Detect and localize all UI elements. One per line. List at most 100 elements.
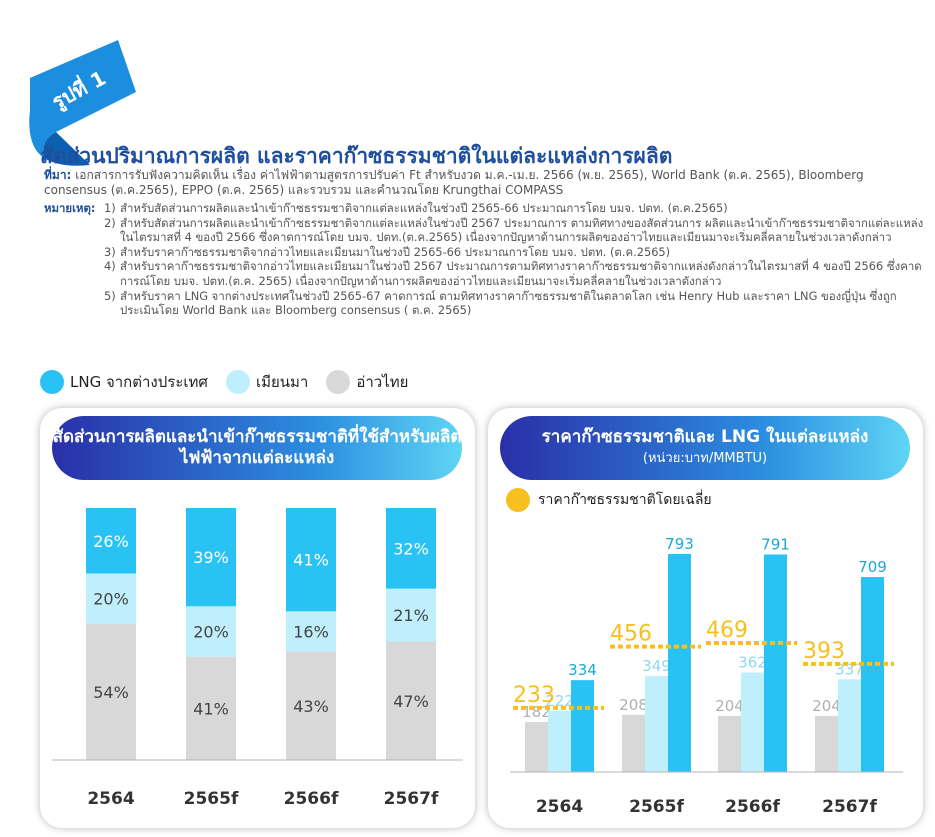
note-item: 1) สำหรับสัดส่วนการผลิตและนำเข้าก๊าซธรรมช… [104, 201, 924, 216]
note-item: 4) สำหรับราคาก๊าซธรรมชาติจากอ่าวไทยและเมี… [104, 259, 924, 288]
average-label: 393 [803, 639, 845, 664]
average-label: 233 [513, 683, 555, 708]
legend-swatch-myanmar [225, 370, 250, 394]
note-text: สำหรับราคาก๊าซธรรมชาติจากอ่าวไทยและเมียน… [120, 259, 922, 288]
bar-segment [286, 651, 336, 760]
note-text: สำหรับราคา LNG จากต่างประเทศในช่วงปี 256… [120, 288, 897, 318]
data-label: 39% [193, 548, 229, 567]
notes-list: 1) สำหรับสัดส่วนการผลิตและนำเข้าก๊าซธรรมช… [44, 201, 924, 318]
data-label: 337 [835, 660, 864, 678]
x-tick-label: 2567f [822, 797, 877, 817]
chart-legend: LNG จากต่างประเทศ เมียนมา อ่าวไทย [40, 370, 408, 394]
note-number: 5) [104, 288, 116, 303]
data-label: 21% [393, 606, 429, 625]
note-item: 2) สำหรับสัดส่วนการผลิตและนำเข้าก๊าซธรรมช… [104, 216, 924, 245]
bar-segment [386, 588, 436, 642]
source-label: ที่มา: [44, 168, 72, 182]
bar-segment [86, 508, 136, 574]
note-text: สำหรับราคาก๊าซธรรมชาติจากอ่าวไทยและเมียน… [120, 244, 671, 259]
note-item: 3) สำหรับราคาก๊าซธรรมชาติจากอ่าวไทยและเมี… [104, 245, 924, 260]
price-chart: 18222233423325642083497934562565f2043627… [510, 535, 903, 817]
legend-label-gulf: อ่าวไทย [356, 373, 409, 391]
bar [764, 554, 787, 772]
legend-swatch-lng [40, 370, 64, 394]
data-label: 222 [545, 692, 574, 710]
note-number: 4) [104, 259, 116, 274]
bar [815, 715, 838, 772]
x-tick-label: 2566f [284, 789, 339, 809]
data-label: 204 [812, 697, 841, 715]
data-label: 47% [393, 692, 429, 711]
data-label: 54% [93, 683, 129, 702]
data-label: 20% [193, 622, 229, 641]
bar [548, 710, 571, 772]
share-chart: 54% 20% 26% 2564 41% 20% 39% 2565f 43% 16% 41% 2566… [52, 508, 463, 809]
data-label: 16% [293, 622, 329, 641]
legend-item-gulf: อ่าวไทย [326, 370, 408, 394]
data-label: 32% [393, 539, 429, 558]
x-tick-label: 2565f [184, 789, 239, 809]
badge-ribbon-shape [29, 40, 136, 158]
note-text: สำหรับสัดส่วนการผลิตและนำเข้าก๊าซธรรมชาต… [120, 215, 924, 245]
average-legend-label: ราคาก๊าซธรรมชาติโดยเฉลี่ย [538, 492, 712, 508]
badge-ribbon-fold [43, 132, 90, 166]
bar-segment [86, 573, 136, 624]
note-number: 3) [104, 244, 116, 259]
price-chart-header: ราคาก๊าซธรรมชาติและ LNG ในแต่ละแหล่ง (หน… [500, 416, 910, 480]
bar [645, 676, 668, 772]
bar-segment [186, 508, 236, 607]
source-note: ที่มา: เอกสารการรับฟังความคิดเห็น เรื่อง… [44, 168, 924, 198]
data-label: 349 [642, 657, 671, 675]
share-chart-panel: สัดส่วนการผลิตและนำเข้าก๊าซธรรมชาติที่ใช… [40, 408, 475, 828]
note-number: 2) [104, 215, 116, 230]
price-chart-subtitle: (หน่วย:บาท/MMBTU) [642, 451, 768, 466]
bar [525, 721, 548, 772]
share-chart-title: สัดส่วนการผลิตและนำเข้าก๊าซธรรมชาติที่ใช… [52, 416, 462, 480]
legend-label-myanmar: เมียนมา [255, 373, 309, 391]
bar [838, 679, 861, 772]
bar-segment [386, 508, 436, 589]
x-tick-label: 2567f [384, 789, 439, 809]
page-title: สัดส่วนปริมาณการผลิต และราคาก๊าซธรรมชาติ… [40, 144, 673, 168]
data-label: 20% [93, 590, 129, 609]
data-label: 334 [568, 661, 597, 679]
data-label: 362 [738, 653, 767, 671]
price-chart-panel: ราคาก๊าซธรรมชาติและ LNG ในแต่ละแหล่ง (หน… [488, 408, 923, 828]
data-label: 41% [193, 699, 229, 718]
x-tick-label: 2566f [725, 797, 780, 817]
bar [622, 714, 645, 772]
source-text: เอกสารการรับฟังความคิดเห็น เรื่อง ค่าไฟฟ… [44, 168, 864, 197]
bar-segment [186, 656, 236, 760]
legend-label-lng: LNG จากต่างประเทศ [70, 373, 208, 391]
x-tick-label: 2564 [87, 789, 134, 809]
average-legend: ราคาก๊าซธรรมชาติโดยเฉลี่ย [506, 488, 712, 512]
footnotes: หมายเหตุ: 1) สำหรับสัดส่วนการผลิตและนำเข้… [44, 201, 924, 318]
data-label: 791 [761, 535, 790, 553]
data-label: 793 [665, 535, 694, 553]
x-tick-label: 2565f [629, 797, 684, 817]
data-label: 26% [93, 532, 129, 551]
x-tick-label: 2564 [536, 797, 583, 817]
legend-item-myanmar: เมียนมา [225, 370, 309, 394]
data-label: 43% [293, 697, 329, 716]
bar-segment [386, 641, 436, 760]
bar [861, 577, 884, 772]
figure-badge: รูปที่ 1 [29, 40, 136, 166]
note-number: 1) [104, 201, 116, 215]
bar [668, 553, 691, 772]
bar [741, 672, 764, 772]
bar-segment [286, 508, 336, 612]
note-item: 5) สำหรับราคา LNG จากต่างประเทศในช่วงปี 2… [104, 289, 924, 318]
note-text: สำหรับสัดส่วนการผลิตและนำเข้าก๊าซธรรมชาต… [120, 201, 728, 215]
price-chart-title: ราคาก๊าซธรรมชาติและ LNG ในแต่ละแหล่ง [541, 427, 869, 447]
bar [571, 680, 594, 772]
data-label: 208 [619, 696, 648, 714]
data-label: 709 [858, 558, 887, 576]
bar-segment [286, 611, 336, 652]
bar-segment [86, 623, 136, 760]
average-label: 469 [706, 618, 748, 643]
bar [718, 715, 741, 772]
data-label: 204 [715, 697, 744, 715]
notes-label: หมายเหตุ: [44, 201, 96, 215]
bar-segment [186, 606, 236, 657]
